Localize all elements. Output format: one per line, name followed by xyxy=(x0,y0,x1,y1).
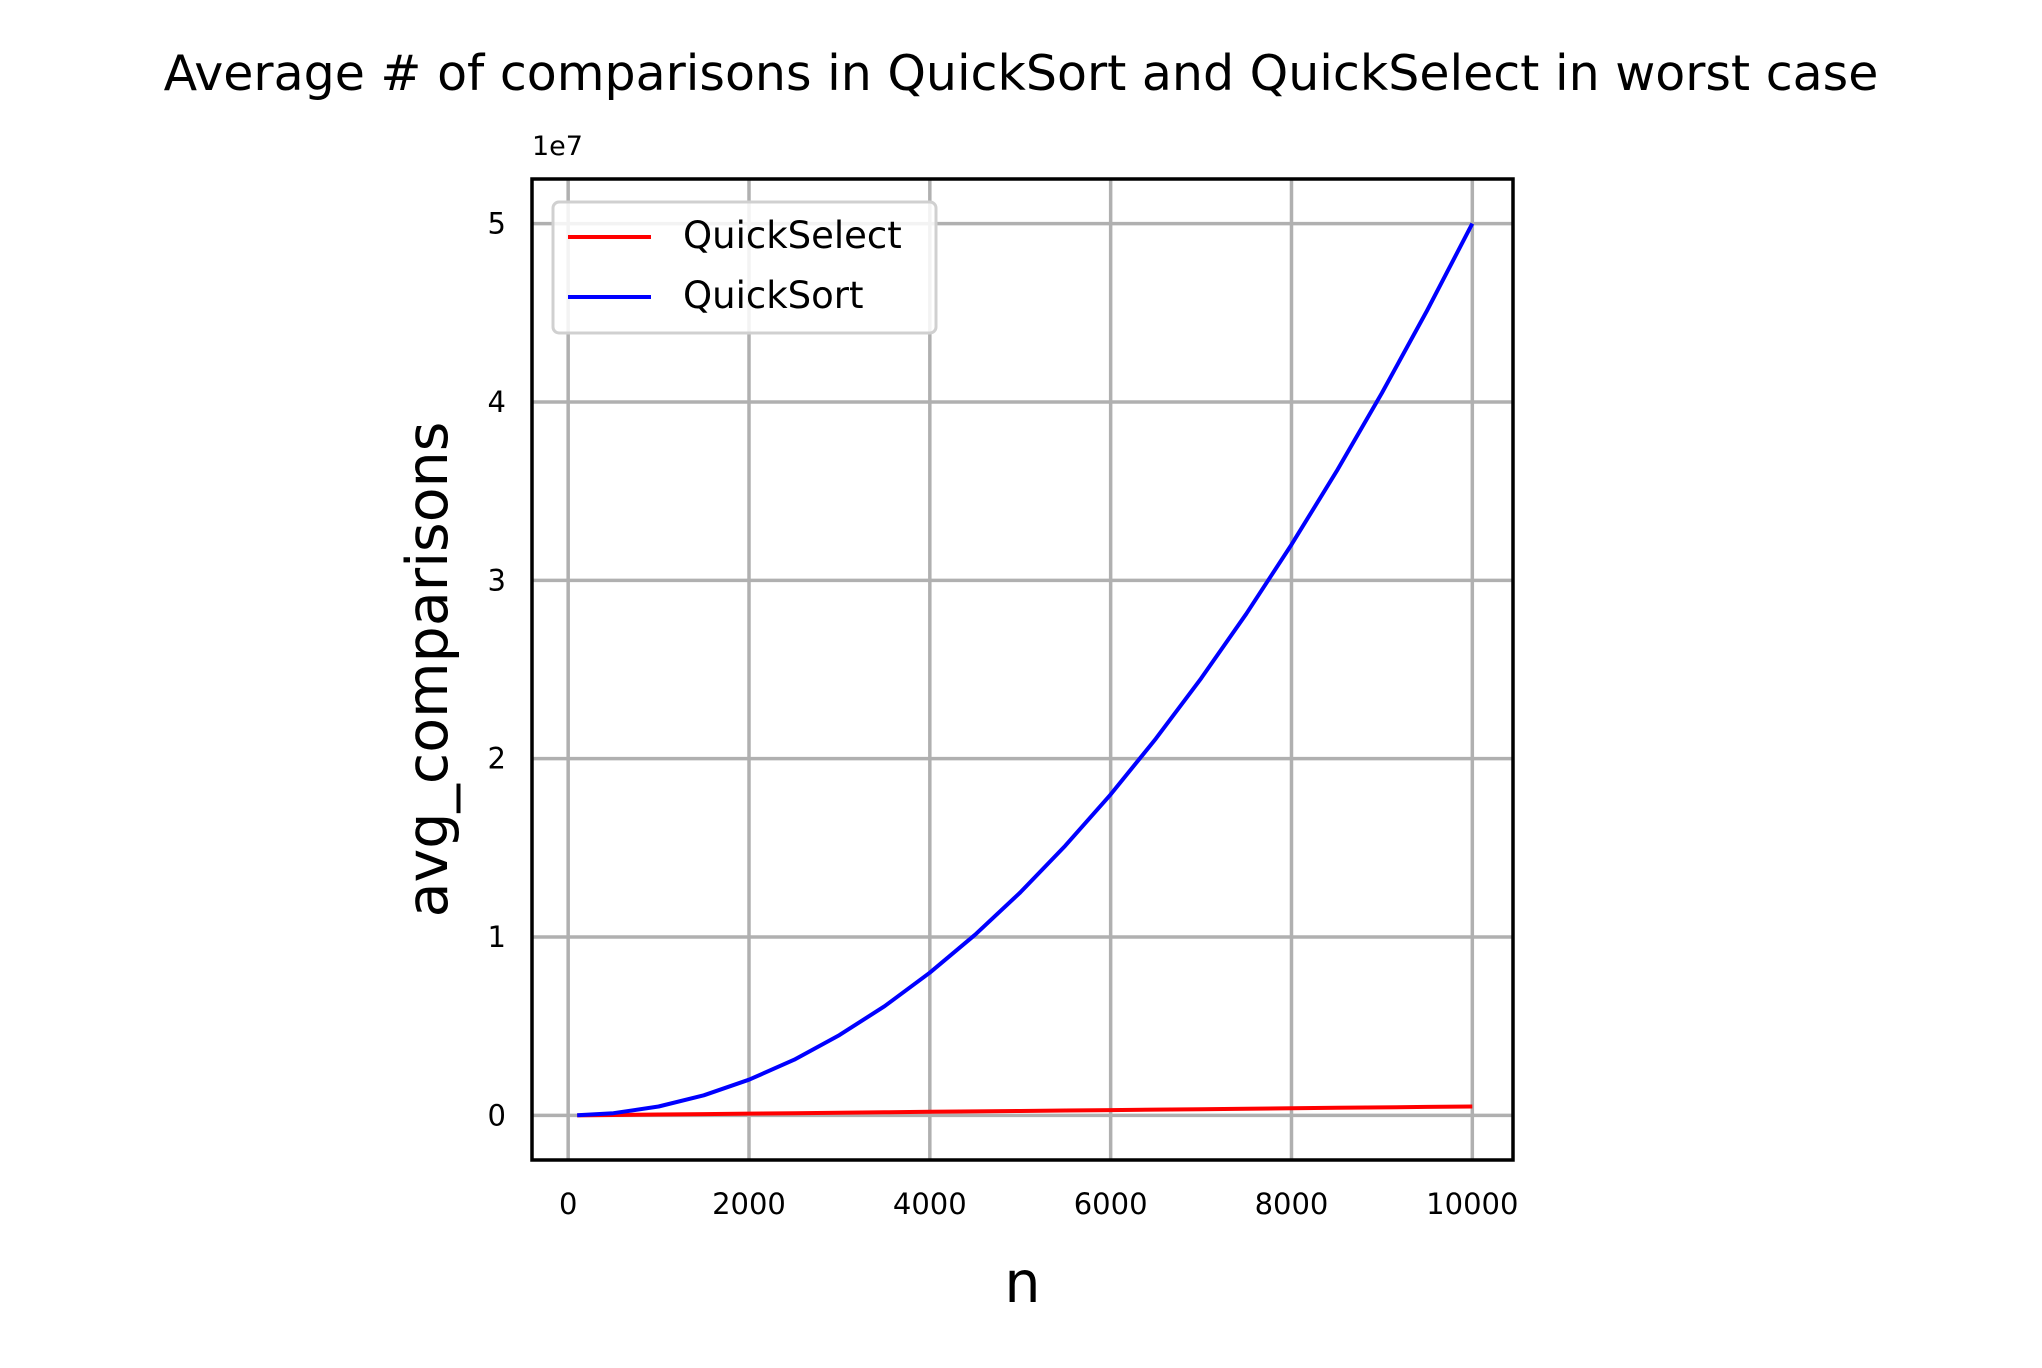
x-tick-label: 8000 xyxy=(1255,1187,1329,1221)
y-tick-label: 1 xyxy=(488,920,506,954)
legend-label: QuickSort xyxy=(683,274,863,317)
legend-items: QuickSelect QuickSort xyxy=(568,214,902,317)
series-layer xyxy=(577,222,1475,1118)
x-tick-label: 2000 xyxy=(712,1187,786,1221)
y-axis-label: avg_comparisons xyxy=(395,422,461,918)
y-tick-label: 5 xyxy=(488,207,506,241)
x-tick-label: 10000 xyxy=(1426,1187,1518,1221)
y-tick-label: 3 xyxy=(488,563,506,597)
x-tick-label: 6000 xyxy=(1074,1187,1148,1221)
x-tick-label: 0 xyxy=(559,1187,577,1221)
legend-box xyxy=(551,200,938,335)
legend: QuickSelect QuickSort xyxy=(551,200,938,335)
x-tick-label: 4000 xyxy=(893,1187,967,1221)
y-tick-label: 0 xyxy=(488,1098,506,1132)
plot-frame xyxy=(530,177,1515,1162)
y-tick-label: 4 xyxy=(488,385,506,419)
x-axis-label: n xyxy=(1004,1250,1040,1316)
legend-label: QuickSelect xyxy=(683,214,902,257)
y-tick-label: 2 xyxy=(488,742,506,776)
ticks-layer: 0 2000 4000 6000 8000 10000 0 1 2 3 4 5 xyxy=(488,207,1519,1221)
series-line-quicksort xyxy=(577,222,1475,1118)
chart-title: Average # of comparisons in QuickSort an… xyxy=(164,45,1879,102)
y-offset-label: 1e7 xyxy=(532,131,583,162)
series-line-quickselect xyxy=(577,1104,1473,1118)
